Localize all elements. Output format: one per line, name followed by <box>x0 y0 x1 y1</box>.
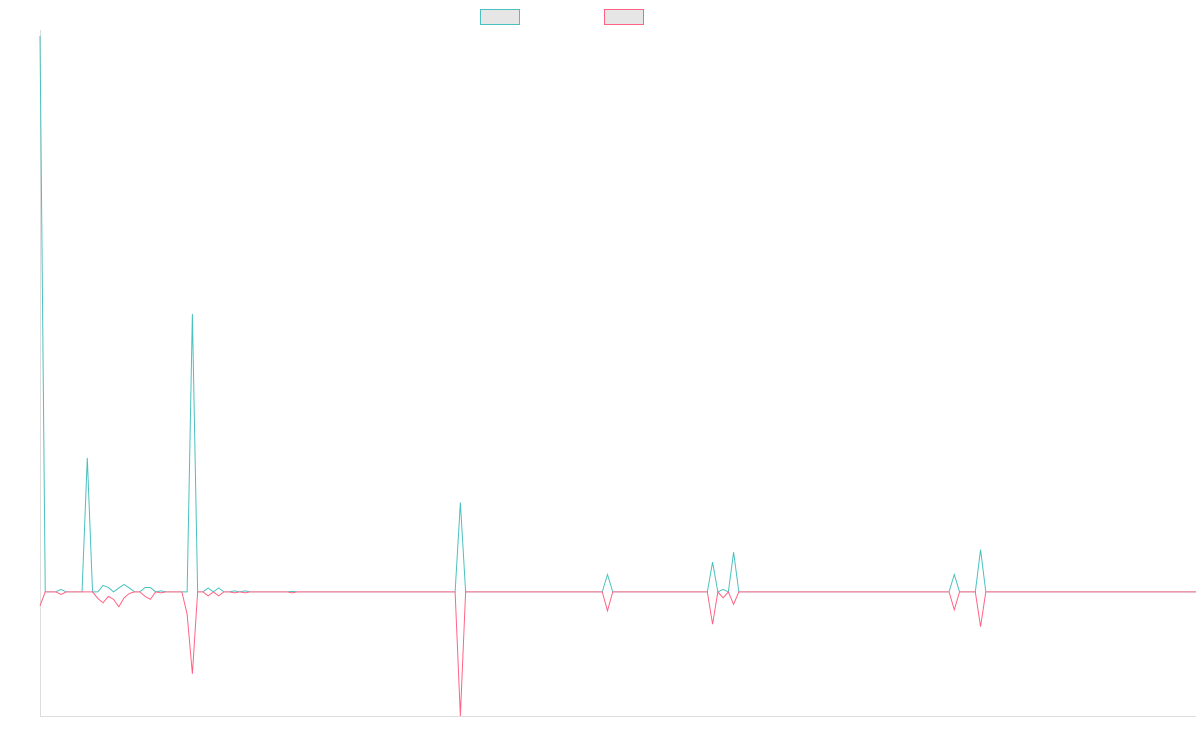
series-line-2 <box>39 590 1196 717</box>
series-line-1 <box>39 35 1196 593</box>
legend-swatch-series-1[interactable] <box>480 9 520 25</box>
legend-swatch-series-2[interactable] <box>604 9 644 25</box>
series-layer <box>39 35 1196 717</box>
